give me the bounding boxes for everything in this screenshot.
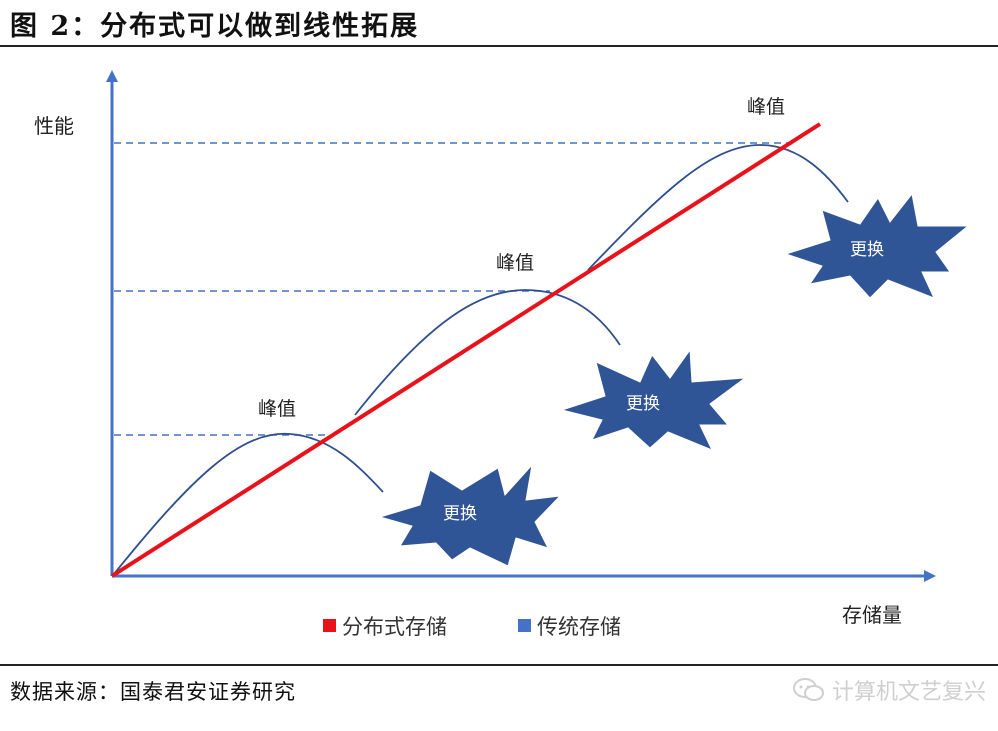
burst-label-3: 更换 bbox=[850, 240, 884, 260]
burst-3: 更换 bbox=[784, 192, 970, 299]
traditional-curve-2 bbox=[354, 289, 621, 416]
legend-label-distributed: 分布式存储 bbox=[342, 615, 447, 639]
chat-bubble-icon bbox=[792, 678, 824, 701]
burst-label-2: 更换 bbox=[626, 394, 660, 414]
traditional-curve-1 bbox=[113, 432, 384, 575]
x-axis-label: 存储量 bbox=[842, 603, 902, 627]
watermark: 计算机文艺复兴 bbox=[792, 674, 986, 706]
burst-label-1: 更换 bbox=[443, 504, 477, 524]
distributed-line bbox=[110, 122, 822, 578]
legend: 分布式存储 传统存储 bbox=[323, 615, 621, 639]
burst-1: 更换 bbox=[378, 463, 562, 567]
peak-label-3: 峰值 bbox=[747, 96, 785, 118]
legend-swatch-distributed bbox=[323, 619, 336, 632]
legend-swatch-traditional bbox=[518, 619, 531, 632]
legend-label-traditional: 传统存储 bbox=[537, 615, 621, 639]
top-rule bbox=[0, 45, 998, 47]
traditional-curve-3 bbox=[587, 144, 849, 271]
bottom-rule bbox=[0, 664, 998, 666]
peak-label-2: 峰值 bbox=[496, 252, 534, 274]
figure-title: 图 2：分布式可以做到线性拓展 bbox=[10, 11, 420, 42]
source-note: 数据来源：国泰君安证券研究 bbox=[10, 680, 296, 704]
peak-label-1: 峰值 bbox=[258, 398, 296, 420]
y-axis-label: 性能 bbox=[34, 114, 74, 138]
watermark-text: 计算机文艺复兴 bbox=[831, 680, 986, 705]
burst-2: 更换 bbox=[560, 348, 747, 451]
